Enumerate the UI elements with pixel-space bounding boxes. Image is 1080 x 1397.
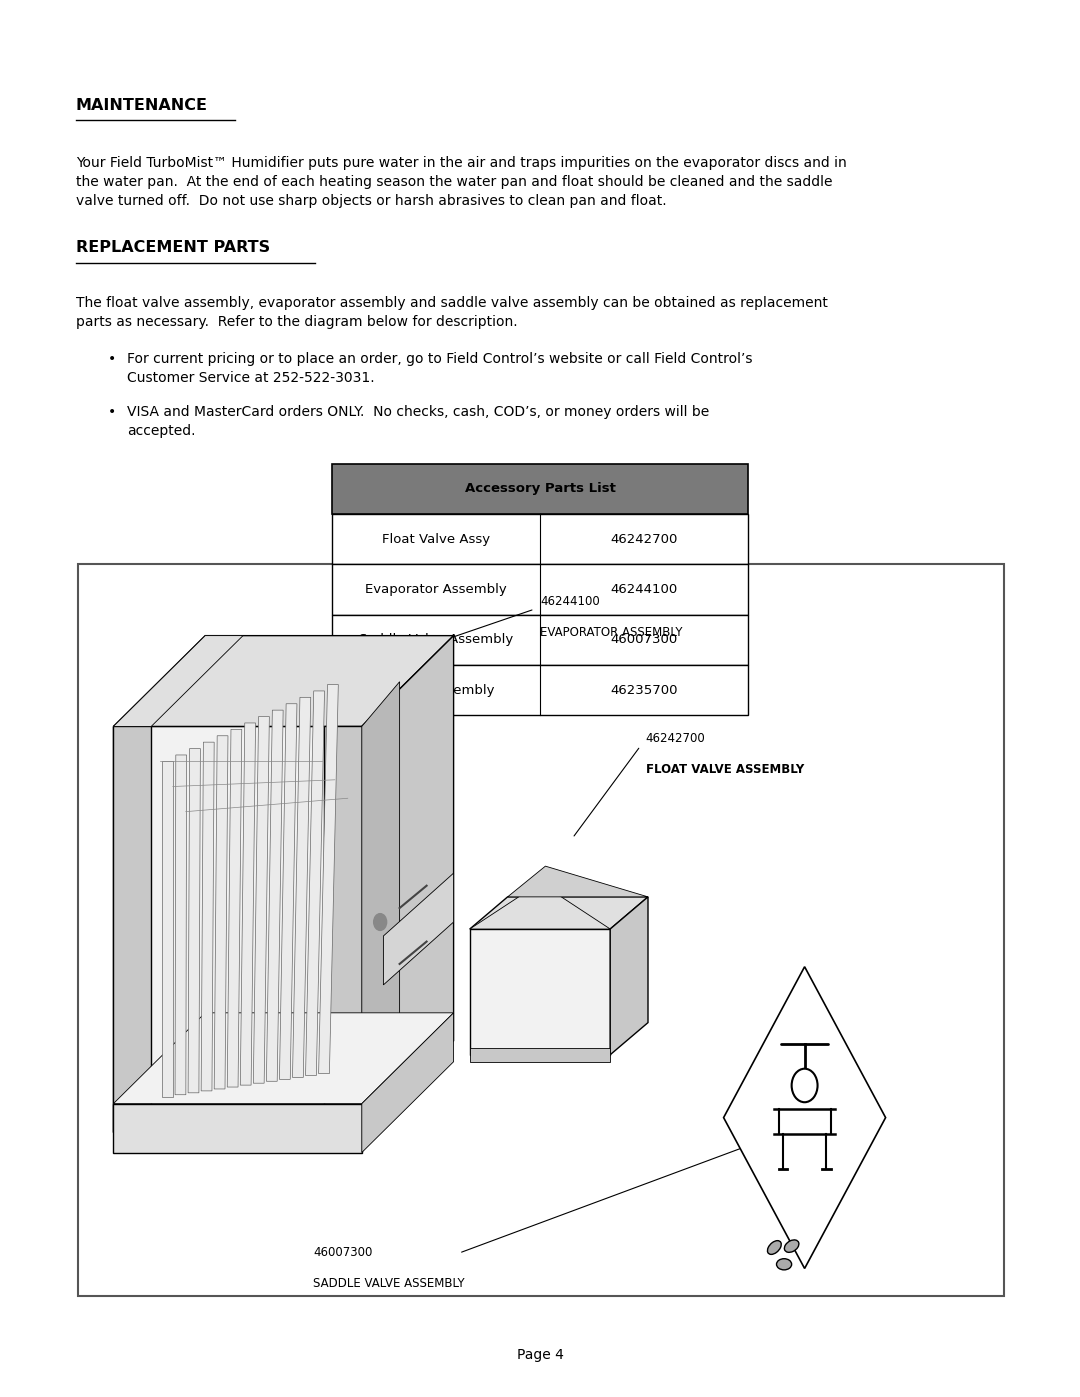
Text: 46007300: 46007300: [610, 633, 677, 647]
Text: The float valve assembly, evaporator assembly and saddle valve assembly can be o: The float valve assembly, evaporator ass…: [76, 296, 827, 330]
Text: •: •: [108, 405, 117, 419]
Polygon shape: [175, 754, 187, 1095]
Text: Page 4: Page 4: [516, 1348, 564, 1362]
Polygon shape: [113, 1013, 454, 1104]
Text: SADDLE VALVE ASSEMBLY: SADDLE VALVE ASSEMBLY: [313, 1277, 464, 1289]
Polygon shape: [188, 749, 201, 1092]
Text: Saddle Valve Assembly: Saddle Valve Assembly: [359, 633, 513, 647]
Polygon shape: [470, 1048, 610, 1062]
Text: Evaporator Assembly: Evaporator Assembly: [365, 583, 507, 597]
Circle shape: [792, 1069, 818, 1102]
Polygon shape: [383, 873, 454, 985]
Polygon shape: [306, 692, 324, 1076]
Circle shape: [374, 914, 387, 930]
Bar: [333, 665, 748, 715]
Text: EVAPORATOR ASSEMBLY: EVAPORATOR ASSEMBLY: [540, 626, 683, 638]
Polygon shape: [267, 710, 283, 1081]
Polygon shape: [319, 685, 338, 1074]
Polygon shape: [227, 729, 242, 1087]
Polygon shape: [254, 717, 269, 1083]
Ellipse shape: [768, 1241, 781, 1255]
Text: •: •: [108, 352, 117, 366]
Polygon shape: [113, 726, 151, 1132]
Polygon shape: [113, 636, 454, 726]
Polygon shape: [162, 761, 173, 1097]
Text: MAINTENANCE: MAINTENANCE: [76, 98, 207, 113]
Bar: [333, 615, 748, 665]
Bar: [333, 564, 748, 615]
Polygon shape: [113, 636, 243, 726]
Polygon shape: [280, 704, 297, 1080]
Polygon shape: [470, 883, 610, 929]
Text: Turbine Assembly: Turbine Assembly: [377, 683, 495, 697]
Text: FLOAT VALVE ASSEMBLY: FLOAT VALVE ASSEMBLY: [646, 763, 805, 775]
Text: For current pricing or to place an order, go to Field Control’s website or call : For current pricing or to place an order…: [127, 352, 753, 386]
Bar: [78, 564, 1004, 1296]
Polygon shape: [610, 897, 648, 1055]
Ellipse shape: [784, 1241, 799, 1252]
Text: 46244100: 46244100: [540, 595, 599, 608]
Bar: [333, 464, 748, 514]
Polygon shape: [724, 967, 886, 1268]
Polygon shape: [508, 866, 648, 897]
Text: VISA and MasterCard orders ONLY.  No checks, cash, COD’s, or money orders will b: VISA and MasterCard orders ONLY. No chec…: [127, 405, 710, 439]
Text: REPLACEMENT PARTS: REPLACEMENT PARTS: [76, 240, 270, 256]
Text: 46007300: 46007300: [313, 1246, 373, 1259]
Bar: [333, 514, 748, 564]
Text: 46242700: 46242700: [646, 732, 705, 745]
Text: Accessory Parts List: Accessory Parts List: [464, 482, 616, 496]
Polygon shape: [362, 1013, 454, 1153]
Polygon shape: [293, 697, 311, 1077]
Polygon shape: [324, 726, 362, 1132]
Polygon shape: [214, 736, 228, 1090]
Polygon shape: [362, 636, 454, 1132]
Text: Float Valve Assy: Float Valve Assy: [382, 532, 490, 546]
Polygon shape: [201, 742, 214, 1091]
Polygon shape: [113, 1104, 362, 1153]
Polygon shape: [362, 682, 400, 1132]
Polygon shape: [470, 929, 610, 1055]
Text: Your Field TurboMist™ Humidifier puts pure water in the air and traps impurities: Your Field TurboMist™ Humidifier puts pu…: [76, 156, 847, 208]
Polygon shape: [470, 897, 648, 929]
Polygon shape: [113, 726, 362, 1132]
Polygon shape: [240, 724, 256, 1085]
Text: 46235700: 46235700: [610, 683, 678, 697]
Text: 46242700: 46242700: [610, 532, 677, 546]
Text: 46244100: 46244100: [610, 583, 677, 597]
Ellipse shape: [777, 1259, 792, 1270]
